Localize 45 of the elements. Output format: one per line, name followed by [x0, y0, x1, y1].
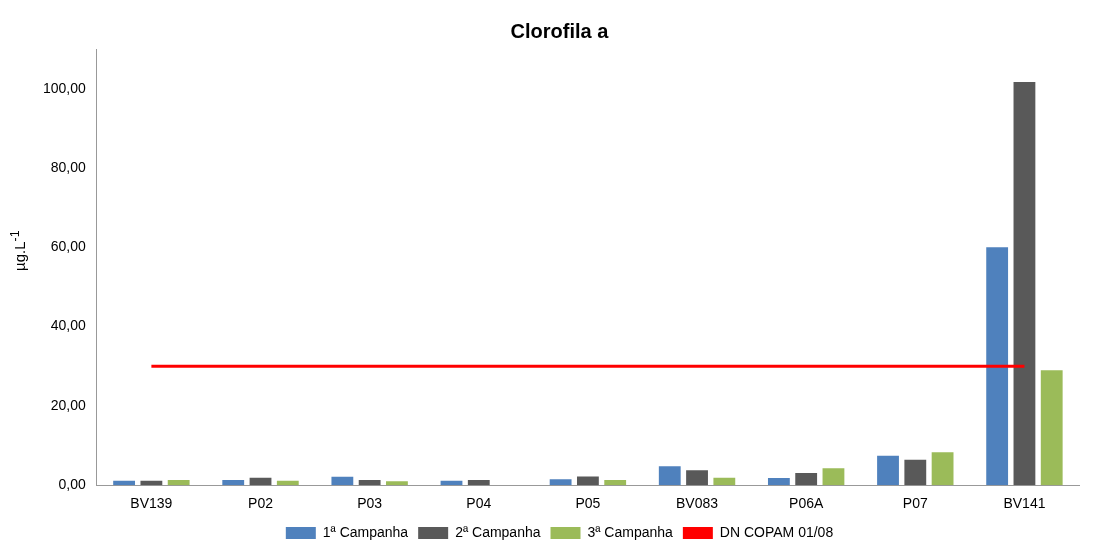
- bar: [1040, 370, 1063, 486]
- y-tick-label: 80,00: [50, 158, 87, 175]
- bar: [140, 480, 163, 486]
- legend-label: 3ª Campanha: [587, 523, 674, 540]
- bar: [113, 480, 136, 486]
- y-tick-label: 40,00: [50, 317, 87, 334]
- bar: [386, 481, 408, 486]
- x-tick-label: P03: [357, 495, 383, 512]
- bar: [658, 466, 681, 486]
- x-tick-label: BV141: [1003, 495, 1046, 512]
- x-tick-label: P06A: [789, 495, 824, 512]
- bar: [167, 480, 190, 486]
- y-tick-label: 60,00: [50, 238, 87, 255]
- bar: [276, 480, 299, 486]
- x-tick-label: P07: [902, 495, 928, 512]
- bar: [331, 476, 354, 486]
- bar: [222, 480, 245, 486]
- bar: [795, 472, 818, 486]
- bar: [986, 247, 1009, 486]
- bar: [931, 452, 954, 486]
- x-tick-label: BV083: [676, 495, 719, 512]
- x-tick-label: BV139: [130, 495, 173, 512]
- y-tick-label: 0,00: [58, 476, 87, 493]
- bar: [1013, 81, 1036, 486]
- bar: [604, 480, 627, 486]
- bar: [249, 477, 272, 486]
- bar: [713, 477, 736, 486]
- bar: [822, 468, 845, 486]
- bar: [877, 455, 899, 486]
- bar: [686, 470, 708, 486]
- legend-label: DN COPAM 01/08: [719, 523, 834, 540]
- x-tick-label: P04: [466, 495, 492, 512]
- x-tick-label: P05: [575, 495, 601, 512]
- y-tick-label: 20,00: [50, 396, 87, 413]
- legend-label: 1ª Campanha: [322, 523, 409, 540]
- bar: [577, 476, 599, 486]
- legend-label: 2ª Campanha: [455, 523, 541, 540]
- x-tick-label: P02: [248, 495, 274, 512]
- bar: [767, 478, 790, 486]
- bar: [467, 480, 490, 486]
- bar: [549, 479, 572, 486]
- chart-title: Clorofila a: [510, 19, 610, 42]
- bar: [904, 459, 927, 486]
- y-tick-label: 100,00: [42, 79, 87, 96]
- bar: [358, 480, 381, 486]
